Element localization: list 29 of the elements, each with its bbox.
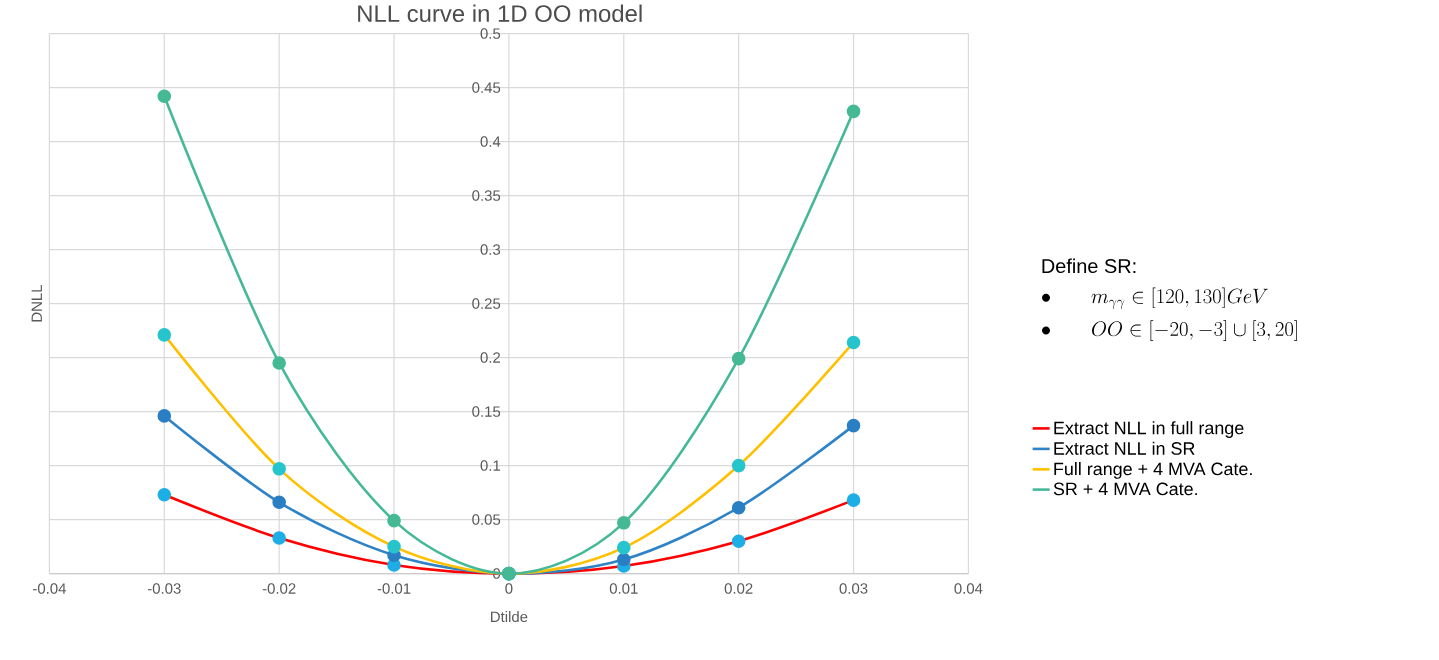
x-tick-label: 0.04 bbox=[954, 583, 983, 594]
y-tick-label: 0.25 bbox=[472, 298, 501, 309]
y-tick-label: 0.15 bbox=[472, 406, 501, 417]
x-tick-label: 0 bbox=[505, 583, 513, 594]
x-tick-label: -0.02 bbox=[262, 583, 296, 594]
legend-label: SR + 4 MVA Cate. bbox=[1053, 482, 1197, 496]
y-tick-label: 0.45 bbox=[472, 82, 501, 93]
y-tick-label: 0.1 bbox=[480, 460, 501, 471]
y-tick-label: 0.3 bbox=[480, 244, 501, 255]
x-tick-label: 0.03 bbox=[839, 583, 868, 594]
y-tick-label: 0.4 bbox=[480, 136, 501, 147]
legend-label: Full range + 4 MVA Cate. bbox=[1054, 462, 1252, 479]
x-tick-label: -0.03 bbox=[147, 583, 181, 594]
text: $\bullet\qquad OO \in [-20,-3] \cup [3,20]$ bbox=[1041, 320, 1297, 341]
x-tick-label: -0.04 bbox=[33, 583, 67, 594]
legend-label: Extract NLL in full range bbox=[1054, 421, 1244, 438]
y-axis-title: DNLL bbox=[31, 284, 42, 322]
x-axis-title: Dtilde bbox=[491, 611, 528, 623]
text: Define SR: bbox=[1042, 258, 1136, 274]
y-tick-label: 0.2 bbox=[480, 352, 501, 363]
y-tick-label: 0.5 bbox=[480, 28, 501, 39]
legend-label: Extract NLL in SR bbox=[1054, 441, 1195, 455]
y-tick-label: 0.35 bbox=[472, 190, 501, 201]
x-tick-label: 0.01 bbox=[609, 583, 638, 594]
x-tick-label: 0.02 bbox=[724, 583, 753, 594]
y-tick-label: 0.05 bbox=[472, 514, 501, 525]
chart-title: NLL curve in 1D OO model bbox=[358, 4, 642, 23]
text: $\bullet\qquad m_{\gamma\gamma} \in [120,130] GeV$ bbox=[1041, 287, 1268, 310]
x-tick-label: -0.01 bbox=[377, 583, 411, 594]
